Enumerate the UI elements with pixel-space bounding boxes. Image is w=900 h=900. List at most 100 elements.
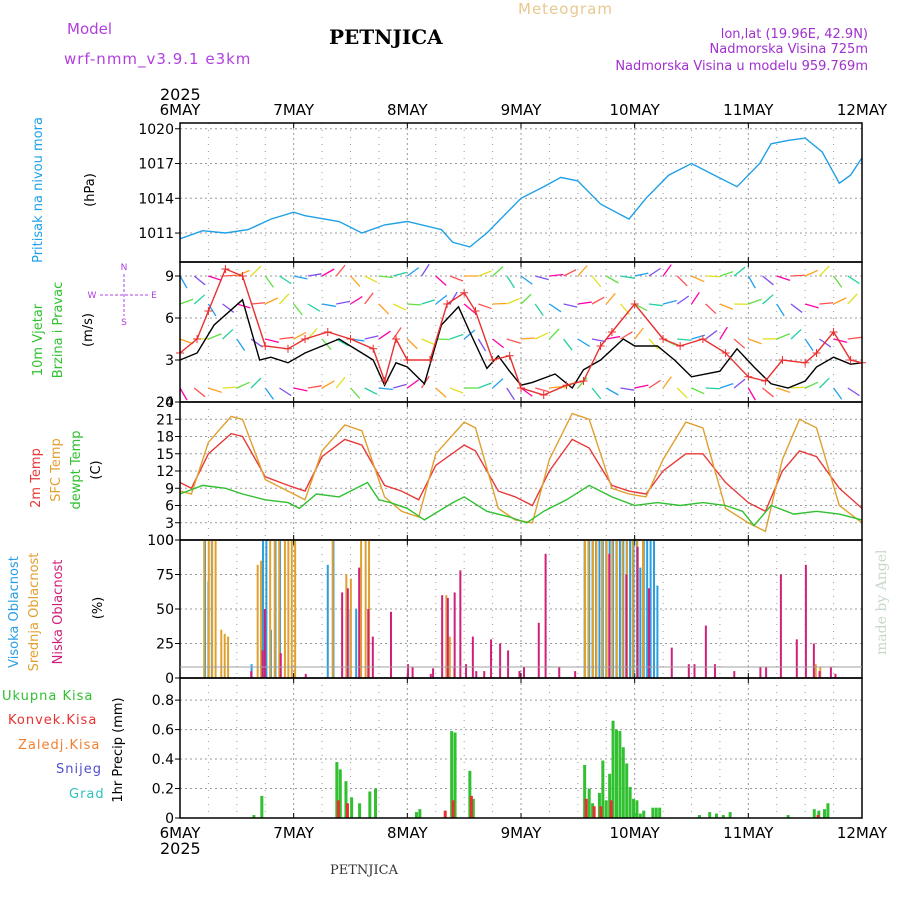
- pressure-unit: (hPa): [83, 173, 98, 207]
- x-label-bottom: 9MAY: [501, 824, 543, 842]
- clouds-bar: [804, 564, 807, 678]
- pressure-axis-labels: Pritisak na nivou mora (hPa): [31, 117, 98, 263]
- wind-barb: [179, 387, 188, 401]
- wind-barb: [378, 330, 391, 340]
- wind-barb: [733, 378, 746, 389]
- wind-barb: [264, 275, 275, 288]
- clouds-bar: [220, 629, 223, 678]
- precip-legend-2: Konvek.Kisa: [8, 713, 97, 728]
- gust-marker: [698, 335, 707, 343]
- y-tick-label: 24: [156, 395, 174, 411]
- clouds-bar: [304, 673, 307, 678]
- clouds-bar: [448, 636, 451, 678]
- gust-marker: [607, 328, 616, 336]
- wind-barb: [818, 265, 830, 277]
- precip-bar: [468, 770, 472, 818]
- clouds-bar: [283, 540, 286, 678]
- gust-marker: [261, 342, 270, 350]
- clouds-bar: [294, 540, 297, 678]
- y-tick-label: 15: [156, 447, 174, 463]
- precip-bar: [817, 810, 821, 818]
- year-top: 2025: [160, 85, 201, 104]
- wind-barb: [690, 292, 700, 305]
- x-label-top: 12MAY: [837, 101, 888, 119]
- wind-barb: [293, 331, 307, 340]
- wind-barb: [208, 387, 222, 393]
- wind-barb: [648, 379, 661, 389]
- wind-barb: [733, 266, 746, 277]
- clouds-bar: [358, 567, 361, 678]
- wind-barb: [847, 336, 862, 340]
- precip-bar: [418, 809, 422, 818]
- wind-barb: [478, 303, 492, 310]
- clouds-bar: [656, 585, 659, 678]
- clouds-bar: [490, 639, 493, 678]
- clouds-bar: [639, 567, 642, 678]
- clouds-bar: [278, 540, 281, 678]
- precip-bar: [344, 781, 348, 818]
- precip-bar: [654, 807, 658, 818]
- precip-bar: [697, 815, 701, 818]
- gust-marker: [488, 356, 497, 364]
- y-tick-label: 0.6: [152, 723, 174, 739]
- wind-barb: [421, 338, 435, 346]
- temperature-series-2m-temp: [179, 432, 863, 513]
- precip-bar: [601, 760, 605, 818]
- precip-bar: [628, 787, 632, 818]
- wind-barb: [335, 376, 346, 389]
- clouds-bar: [364, 540, 367, 678]
- precip-bar: [826, 803, 830, 818]
- wind-barb: [250, 302, 266, 305]
- wind-barb: [336, 300, 351, 305]
- wind-barb: [676, 387, 688, 399]
- x-label-top: 8MAY: [387, 101, 429, 119]
- wind-barb: [548, 328, 560, 340]
- wind-ylabel-1: 10m Vjetar: [31, 303, 46, 376]
- gust-marker: [659, 335, 668, 343]
- wind-barb: [776, 333, 790, 340]
- pressure-ylabel: Pritisak na nivou mora: [31, 117, 46, 263]
- wind-barb: [420, 263, 430, 277]
- compass-n: N: [121, 263, 128, 273]
- wind-barb: [606, 335, 621, 340]
- wind-barb: [819, 302, 834, 305]
- x-label-bottom: 11MAY: [723, 824, 774, 842]
- wind-barb: [776, 303, 785, 317]
- clouds-bar: [326, 564, 329, 678]
- clouds-bar: [518, 671, 521, 678]
- wind-barb: [350, 387, 361, 399]
- wind-barb: [563, 303, 578, 308]
- gust-marker: [204, 307, 213, 315]
- wind-barb: [605, 292, 616, 305]
- precip-bar: [338, 769, 342, 818]
- wind-barb: [577, 265, 588, 277]
- wind-barb: [804, 338, 814, 351]
- y-tick-label: 1017: [138, 157, 174, 173]
- panels: 1011101410171020036903691215182124025507…: [138, 101, 888, 842]
- clouds-bar: [523, 666, 525, 678]
- clouds-bar: [595, 540, 598, 678]
- precip-bar: [358, 803, 362, 818]
- temperature-series-dewpt-temp: [179, 481, 863, 527]
- precip-bar: [604, 800, 608, 818]
- compass-w: W: [88, 291, 97, 301]
- temp-unit: (C): [89, 460, 104, 479]
- wind-barb: [406, 267, 420, 277]
- year-bottom: 2025: [160, 839, 201, 858]
- elevation-label: Nadmorska Visina 725m: [710, 42, 869, 57]
- wind-barb: [790, 386, 805, 389]
- clouds-bar: [261, 540, 264, 678]
- y-tick-label: 1011: [138, 226, 174, 242]
- wind-barb: [549, 385, 564, 389]
- wind-barb: [179, 338, 194, 345]
- clouds-bar: [269, 540, 272, 678]
- wind-barb: [705, 330, 718, 340]
- wind-barb: [378, 275, 393, 279]
- clouds-bar: [453, 592, 456, 678]
- temp-ylabel-3: dewpt Temp: [69, 430, 84, 509]
- wind-barb: [535, 387, 549, 393]
- wind-barb: [364, 292, 374, 305]
- y-tick-label: 1020: [138, 122, 174, 138]
- y-tick-label: 0.2: [152, 782, 174, 798]
